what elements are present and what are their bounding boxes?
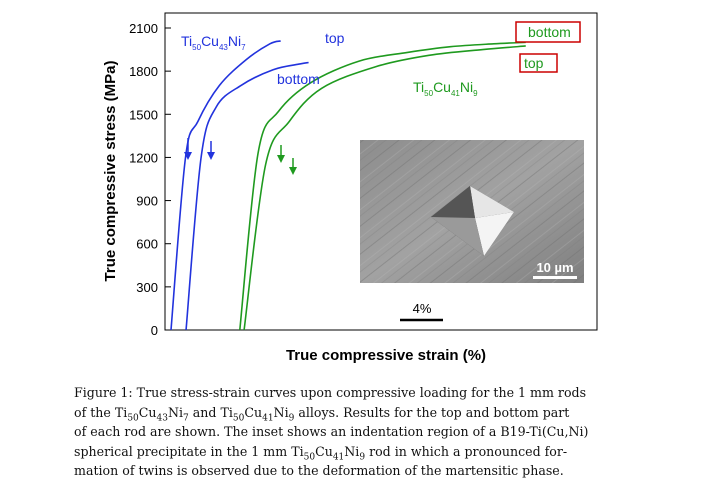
y-tick-label: 900: [136, 194, 158, 209]
caption-line-5: mation of twins is observed due to the d…: [74, 463, 564, 479]
label-blue-top: top: [325, 30, 345, 46]
figure-caption: Figure 1: True stress-strain curves upon…: [74, 383, 659, 481]
indent-facet-light: [470, 186, 514, 218]
indent-facet-dark: [431, 186, 475, 218]
stress-strain-figure: 0 300 600 900 1200 1500 1800 2100 True compress…: [102, 12, 598, 364]
strain-scale-label: 4%: [413, 301, 432, 316]
y-tick-label: 0: [151, 323, 158, 338]
label-alloy-cu43: Ti50Cu43Ni7: [181, 33, 246, 52]
arrow-head-blue-2: [207, 152, 215, 160]
stress-strain-chart: 0 300 600 900 1200 1500 1800 2100 True compress…: [102, 12, 598, 364]
inset-scale-bar: [533, 276, 577, 279]
label-green-top: top: [524, 55, 544, 71]
caption-line-2: of the Ti50Cu43Ni7 and Ti50Cu41Ni9 alloy…: [74, 404, 570, 424]
y-tick-label: 2100: [129, 21, 158, 36]
series-line-2: [185, 61, 309, 331]
strain-scale-bar: 4%: [400, 301, 443, 322]
label-alloy-cu41: Ti50Cu41Ni9: [413, 79, 478, 98]
bottom-highlight-box: [515, 21, 581, 43]
label-green-bottom: bottom: [528, 24, 571, 40]
y-tick-label: 1800: [129, 64, 158, 79]
caption-line-4: spherical precipitate in the 1 mm Ti50Cu…: [74, 443, 568, 463]
chart-series: [170, 40, 526, 331]
series-line-4: [243, 45, 526, 331]
label-blue-bottom: bottom: [277, 71, 320, 87]
caption-line-1: Figure 1: True stress-strain curves upon…: [74, 385, 587, 400]
y-axis-label: True compressive stress (MPa): [102, 61, 119, 282]
series-line-3: [239, 41, 526, 331]
yield-arrows: [184, 138, 297, 175]
y-tick-label: 1500: [129, 107, 158, 122]
inset-sem-image: 10 µm: [360, 140, 584, 283]
series-line-1: [170, 40, 281, 331]
arrow-head-green-1: [277, 155, 285, 163]
inset-scale-label: 10 µm: [536, 260, 573, 275]
caption-line-3: of each rod are shown. The inset shows a…: [74, 424, 589, 440]
indent-facet-mid: [431, 217, 484, 256]
y-tick-label: 600: [136, 237, 158, 252]
y-axis-ticks: 0 300 600 900 1200 1500 1800 2100: [129, 21, 171, 338]
arrow-head-blue-1: [184, 152, 192, 160]
indent-facet-bright: [475, 212, 514, 256]
y-tick-label: 300: [136, 280, 158, 295]
arrow-head-green-2: [289, 167, 297, 175]
top-highlight-box: [519, 53, 558, 73]
plot-frame: [164, 12, 598, 331]
x-axis-label: True compressive strain (%): [286, 347, 486, 364]
y-tick-label: 1200: [129, 150, 158, 165]
